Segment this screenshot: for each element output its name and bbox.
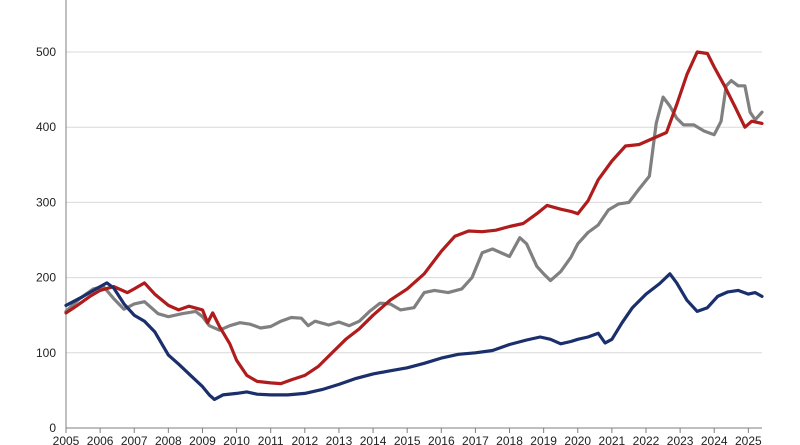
x-tick-label: 2025 [735,434,762,445]
x-tick-label: 2022 [633,434,660,445]
x-tick-label: 2018 [496,434,523,445]
series-line-1 [64,50,764,386]
series-line-0 [64,272,764,401]
axes [65,0,762,433]
x-tick-label: 2020 [564,434,591,445]
series-lines [64,50,764,401]
y-tick-label: 100 [36,346,56,360]
x-tick-label: 2010 [223,434,250,445]
x-tick-label: 2016 [428,434,455,445]
y-tick-label: 0 [49,421,56,435]
x-tick-label: 2009 [189,434,216,445]
x-tick-label: 2014 [360,434,387,445]
series-line-2 [64,79,764,332]
x-tick-label: 2008 [155,434,182,445]
y-tick-label: 500 [36,45,56,59]
x-tick-label: 2013 [326,434,353,445]
x-tick-label: 2015 [394,434,421,445]
x-tick-label: 2011 [258,434,284,445]
x-tick-label: 2017 [462,434,489,445]
x-tick-label: 2006 [87,434,114,445]
x-tick-label: 2007 [121,434,148,445]
gridlines [66,51,762,354]
x-tick-label: 2024 [701,434,728,445]
x-tick-label: 2019 [530,434,557,445]
y-tick-label: 200 [36,271,56,285]
x-tick-label: 2021 [599,434,626,445]
x-tick-labels: 2005 2006 2007 2008 2009 2010 2011 2012 2013 2014… [53,434,762,445]
x-tick-label: 2005 [53,434,80,445]
x-tick-label: 2023 [667,434,694,445]
y-tick-label: 400 [36,120,56,134]
x-tick-label: 2012 [291,434,318,445]
y-tick-label: 300 [36,195,56,209]
y-tick-labels: 0 100 200 300 400 500 [36,45,56,435]
